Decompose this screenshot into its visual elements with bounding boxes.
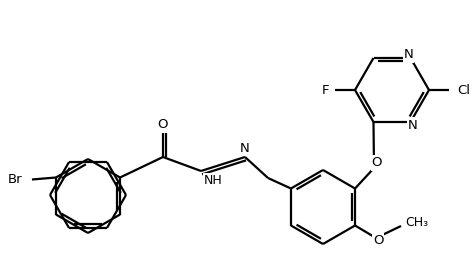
Text: O: O — [372, 156, 382, 170]
Text: NH: NH — [204, 173, 223, 187]
Text: O: O — [373, 233, 383, 247]
Text: CH₃: CH₃ — [405, 215, 428, 229]
Text: Cl: Cl — [457, 84, 470, 96]
Text: F: F — [321, 84, 329, 96]
Text: O: O — [158, 118, 168, 132]
Text: N: N — [404, 48, 413, 61]
Text: N: N — [407, 119, 417, 132]
Text: N: N — [240, 141, 250, 155]
Text: Br: Br — [7, 173, 22, 186]
